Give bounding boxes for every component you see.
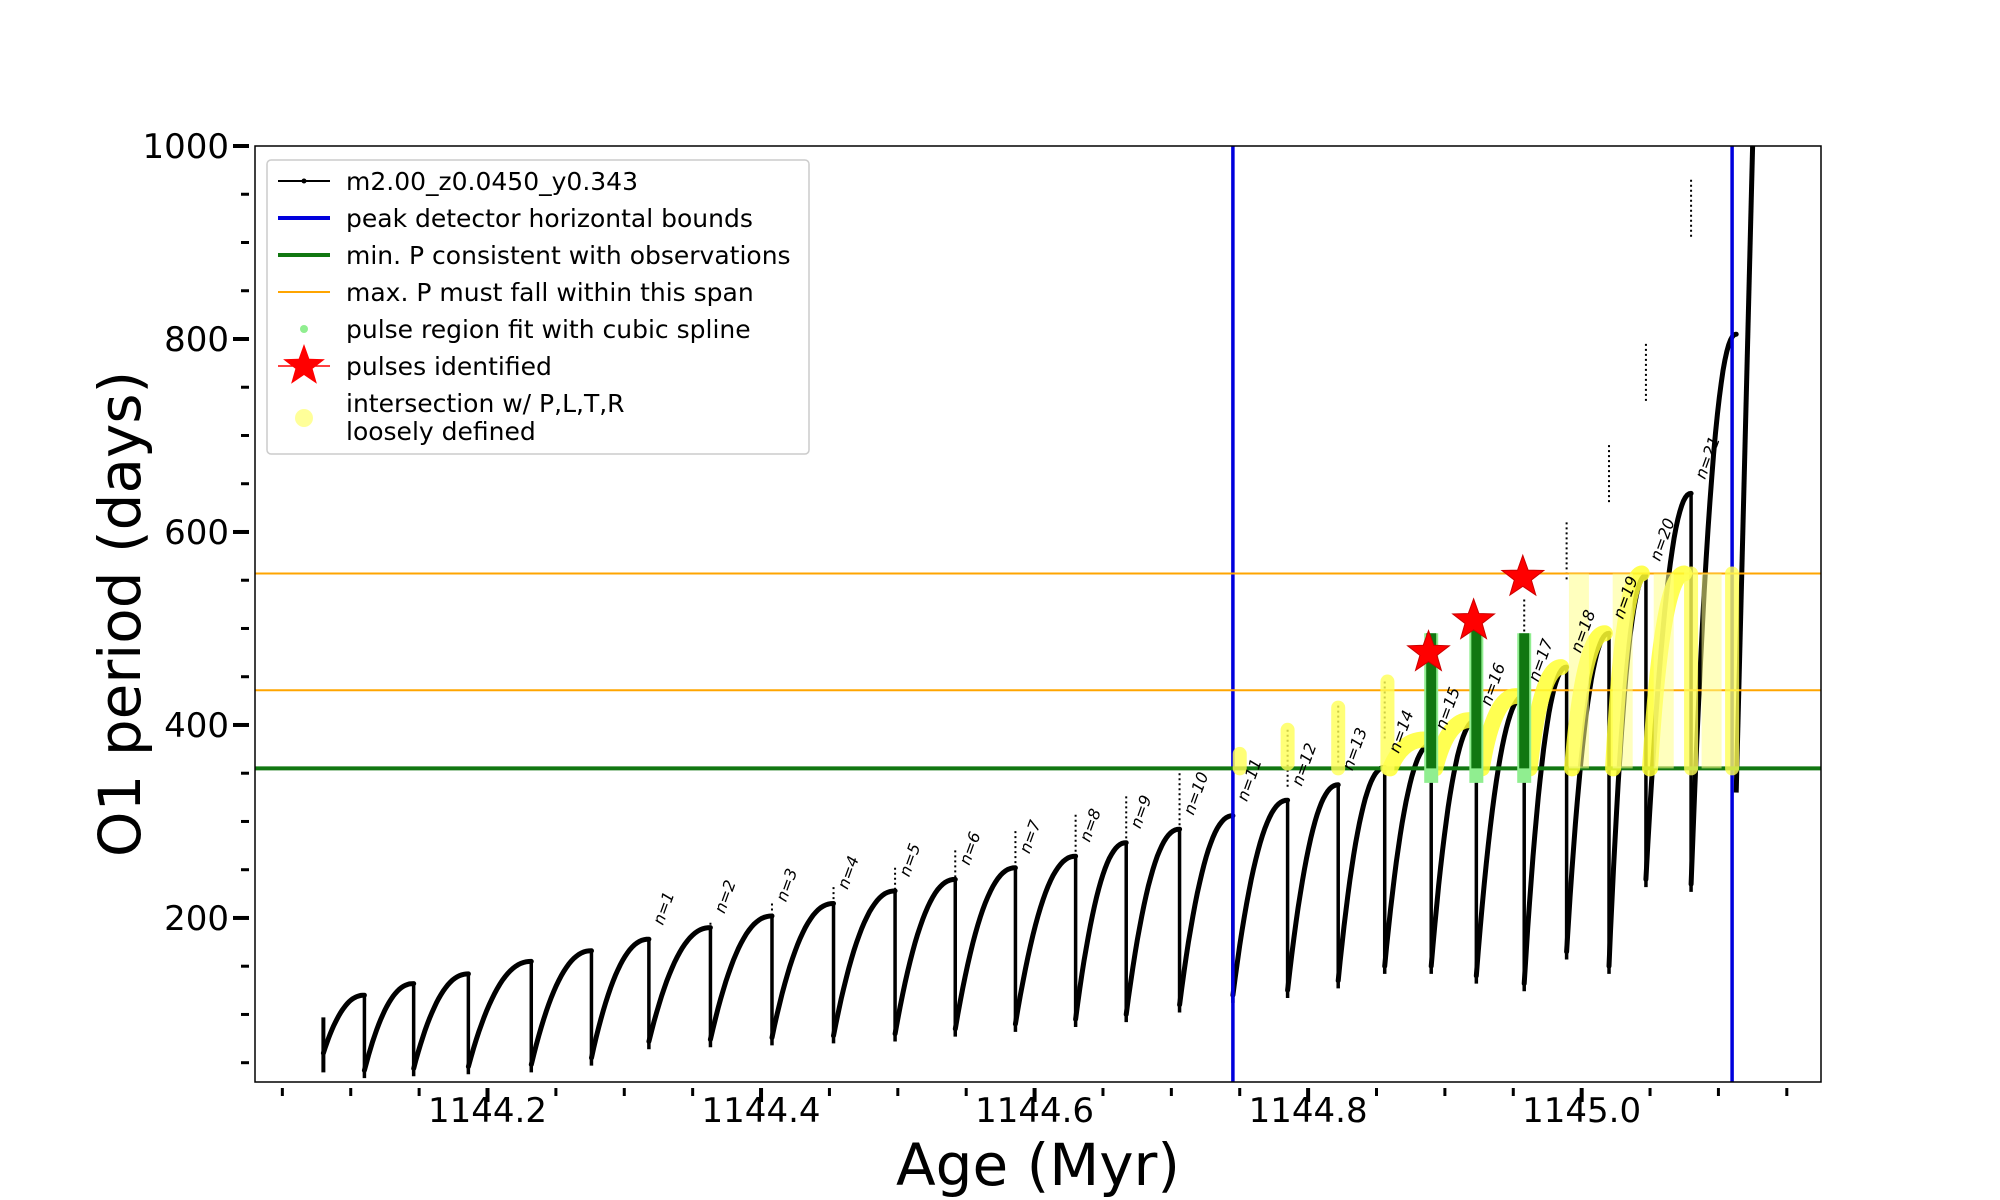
intersection-region-2 [1653,573,1674,769]
model-track-arc-13 [1073,840,1129,1022]
legend-label-peak_bounds: peak detector horizontal bounds [346,204,753,233]
pulse-label-21: n=21 [1691,434,1724,482]
model-track-arc-19 [1382,741,1434,969]
legend-label-min_p: min. P consistent with observations [346,241,791,270]
pulse-label-9: n=9 [1126,792,1155,830]
model-track-arc-7 [707,913,775,1042]
pulse-label-8: n=8 [1076,806,1105,844]
x-tick-label-1: 1144.4 [702,1091,821,1131]
pulse-label-5: n=5 [895,841,924,879]
y-tick-label-3: 800 [164,320,229,360]
y-axis-title: O1 period (days) [86,371,154,857]
y-tick-label-2: 600 [164,513,229,553]
pulse-label-2: n=2 [710,877,739,915]
x-tick-label-4: 1145.0 [1522,1091,1641,1131]
legend-label-pulses: pulses identified [346,352,552,381]
pulse-star-2 [1500,553,1546,597]
intersection-region-3 [1701,573,1722,769]
legend-swatch-intersection [295,409,313,427]
legend-label-intersection: intersection w/ P,L,T,R [346,389,625,418]
model-track-arc-18 [1335,764,1388,984]
legend-marker-model [301,178,307,184]
pulse-star-0 [1406,629,1451,672]
model-track-arc-26 [1688,331,1739,887]
model-track-arc-4 [528,948,594,1068]
x-tick-label-3: 1144.8 [1249,1091,1368,1131]
model-track-arc-8 [769,901,836,1041]
model-track-arc-12 [1012,853,1079,1027]
intersection-region-0 [1568,573,1589,769]
legend-label-spline: pulse region fit with cubic spline [346,315,751,344]
legend-label2-intersection: loosely defined [346,417,536,446]
x-axis-title: Age (Myr) [896,1131,1180,1199]
model-track-arc-14 [1123,826,1183,1017]
model-track-arc-2 [411,971,471,1071]
model-track-arc-17 [1285,782,1341,993]
legend-label-model: m2.00_z0.0450_y0.343 [346,167,638,196]
model-track-arc-1 [361,981,417,1073]
y-tick-label-4: 1000 [142,127,229,167]
pulse-star-1 [1451,597,1496,640]
axes-layer: 1144.2 1144.4 1144.6 1144.8 1145.0 200 400 600 8… [142,127,1789,1131]
model-track-arc-15 [1177,813,1236,1008]
legend-box [266,159,810,455]
highlight-marks-layer [1232,553,1740,783]
model-track-arc-11 [952,865,1018,1032]
x-tick-label-2: 1144.6 [975,1091,1094,1131]
y-tick-label-0: 200 [164,899,229,939]
intersection-region-1 [1612,573,1633,769]
y-tick-label-1: 400 [164,706,229,746]
pulse-labels-layer: n=1 n=2 n=3 n=4 n=5 n=6 n=7 n=8 n=9 n=10 n=11 n=12 n… [649,434,1724,928]
model-track-arc-3 [465,958,534,1070]
pulse-label-7: n=7 [1015,817,1045,856]
pulse-label-3: n=3 [772,866,801,904]
legend-swatch-spline [300,325,308,333]
model-track-arc-6 [646,925,713,1044]
legend-swatch-pulses [283,344,325,384]
pulse-label-4: n=4 [833,853,862,891]
x-tick-label-0: 1144.2 [428,1091,547,1131]
pulse-label-10: n=10 [1179,769,1212,817]
pulse-label-6: n=6 [955,829,984,867]
model-track-arc-5 [589,936,652,1061]
pulse-label-1: n=1 [649,889,678,927]
model-track-arc-9 [831,888,898,1039]
intersection-arc-3 [1521,659,1570,777]
model-track-arc-16 [1230,797,1291,998]
legend-label-max_p: max. P must fall within this span [346,278,754,307]
model-track-arc-10 [892,876,958,1037]
plot-frame [254,145,1822,1083]
model-track-arc-0 [320,992,367,1056]
intersection-arc-2 [1473,688,1525,777]
